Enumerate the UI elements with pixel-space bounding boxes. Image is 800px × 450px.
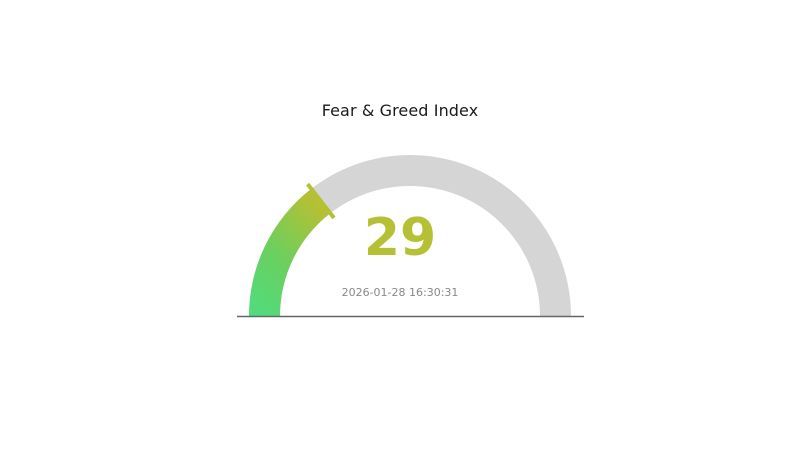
- page-title: Fear & Greed Index: [321, 101, 479, 120]
- gauge-timestamp-text: 2026-01-28 16:30:31: [341, 286, 459, 299]
- gauge-needle-marker: [306, 182, 336, 220]
- gauge-value-text: 29: [363, 208, 437, 268]
- gauge-progress-arc: [249, 188, 331, 316]
- gauge-track-arc: [249, 155, 571, 316]
